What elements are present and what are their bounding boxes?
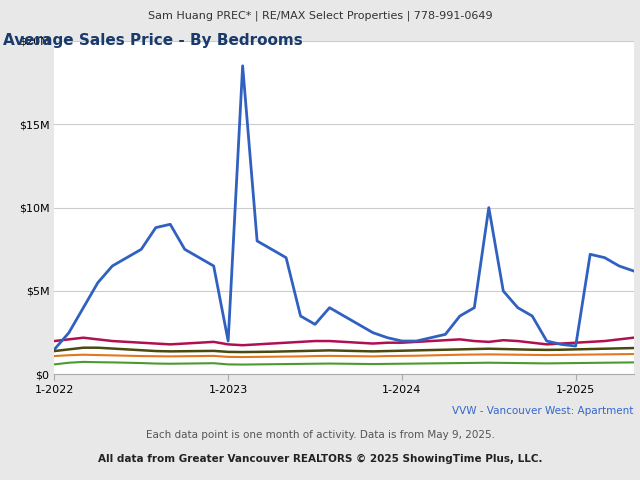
Text: All data from Greater Vancouver REALTORS © 2025 ShowingTime Plus, LLC.: All data from Greater Vancouver REALTORS… <box>98 454 542 464</box>
Text: Each data point is one month of activity. Data is from May 9, 2025.: Each data point is one month of activity… <box>145 430 495 440</box>
Text: VVW - Vancouver West: Apartment: VVW - Vancouver West: Apartment <box>452 406 634 416</box>
Legend: 1 Bedroom or Fewer, 2 Bedrooms, 3 Bedrooms, 4 Bedrooms or More, All Bedrooms: 1 Bedroom or Fewer, 2 Bedrooms, 3 Bedroo… <box>60 0 556 3</box>
Text: Average Sales Price - By Bedrooms: Average Sales Price - By Bedrooms <box>3 33 303 48</box>
Text: Sam Huang PREC* | RE/MAX Select Properties | 778-991-0649: Sam Huang PREC* | RE/MAX Select Properti… <box>148 11 492 21</box>
